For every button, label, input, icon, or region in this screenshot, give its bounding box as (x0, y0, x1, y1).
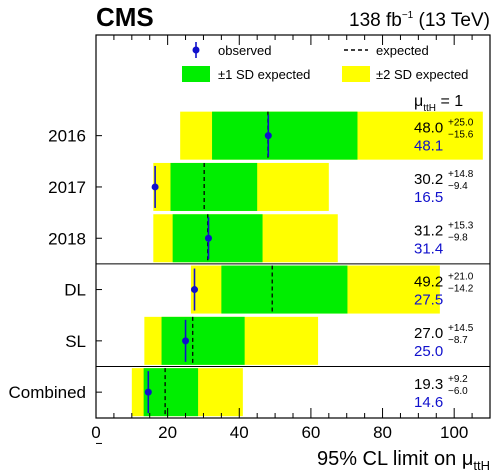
one-sd-band-combined (143, 368, 199, 417)
separators-layer (96, 263, 490, 367)
observed-value-dl: 27.5 (414, 292, 443, 309)
expected-down-2018: −9.8 (448, 232, 468, 243)
expected-down-sl: −8.7 (448, 335, 468, 346)
category-label-2016: 2016 (48, 127, 86, 146)
observed-value-combined: 14.6 (414, 394, 443, 411)
expected-value-2016: 48.0 (414, 120, 443, 137)
luminosity-label: 138 fb−1 (13 TeV) (349, 10, 490, 31)
observed-value-2016: 48.1 (414, 138, 443, 155)
observed-marker-dl (191, 286, 198, 294)
experiment-label: CMS (96, 2, 154, 32)
expected-value-sl: 27.0 (414, 325, 443, 342)
category-label-2017: 2017 (48, 178, 86, 197)
expected-up-combined: +9.2 (448, 374, 468, 385)
x-tick-label-40: 40 (230, 423, 249, 442)
expected-value-combined: 19.3 (414, 376, 443, 393)
observed-marker-2016 (264, 132, 272, 140)
expected-down-dl: −14.2 (448, 284, 474, 295)
expected-down-2017: −9.4 (448, 181, 468, 192)
observed-marker-sl (182, 337, 190, 345)
x-tick-label-60: 60 (301, 423, 320, 442)
x-axis-label: 95% CL limit on μttH (317, 448, 490, 473)
legend-observed-marker (192, 46, 200, 54)
observed-value-sl: 25.0 (414, 343, 443, 360)
category-label-sl: SL (65, 332, 86, 351)
legend-expected-label: expected (376, 43, 429, 58)
values-layer: 48.0 +25.0−15.6 48.1 30.2 +14.8−9.4 16.5 31.2 +… (414, 118, 474, 411)
category-label-2018: 2018 (48, 229, 86, 248)
x-tick-label-80: 80 (373, 423, 392, 442)
category-label-combined: Combined (9, 383, 87, 402)
one-sd-band-sl (161, 316, 245, 365)
legend-two-sd-label: ±2 SD expected (376, 67, 468, 82)
x-tick-label-100: 100 (440, 423, 468, 442)
observed-marker-combined (144, 388, 152, 396)
markers-layer (144, 111, 273, 417)
x-tick-label-0: 0 (91, 423, 100, 442)
category-labels: 2016 2017 2018 DL SL Combined (9, 127, 87, 403)
x-axis: 0 20 40 60 80 100 (91, 35, 491, 444)
x-tick-label-20: 20 (158, 423, 177, 442)
legend-two-sd-swatch (342, 66, 370, 82)
expected-down-combined: −6.0 (448, 386, 468, 397)
one-sd-band-2016 (212, 111, 358, 160)
expected-up-sl: +14.5 (448, 323, 474, 334)
legend: observed expected ±1 SD expected ±2 SD e… (182, 42, 468, 82)
legend-one-sd-swatch (182, 66, 210, 82)
legend-one-sd-label: ±1 SD expected (218, 67, 310, 82)
expected-value-2017: 30.2 (414, 171, 443, 188)
expected-up-2016: +25.0 (448, 118, 474, 129)
observed-marker-2018 (204, 234, 212, 242)
expected-up-dl: +21.0 (448, 272, 474, 283)
expected-up-2017: +14.8 (448, 169, 474, 180)
observed-value-2017: 16.5 (414, 189, 443, 206)
legend-observed-label: observed (218, 43, 271, 58)
category-label-dl: DL (64, 281, 86, 300)
expected-value-2018: 31.2 (414, 222, 443, 239)
expected-value-dl: 49.2 (414, 274, 443, 291)
mu-label: μttH = 1 (414, 93, 463, 114)
expected-up-2018: +15.3 (448, 220, 474, 231)
observed-marker-2017 (151, 183, 159, 191)
expected-down-2016: −15.6 (448, 130, 474, 141)
one-sd-band-dl (221, 265, 348, 314)
one-sd-band-2018 (172, 214, 263, 263)
observed-value-2018: 31.4 (414, 240, 443, 257)
one-sd-band-2017 (170, 162, 258, 211)
